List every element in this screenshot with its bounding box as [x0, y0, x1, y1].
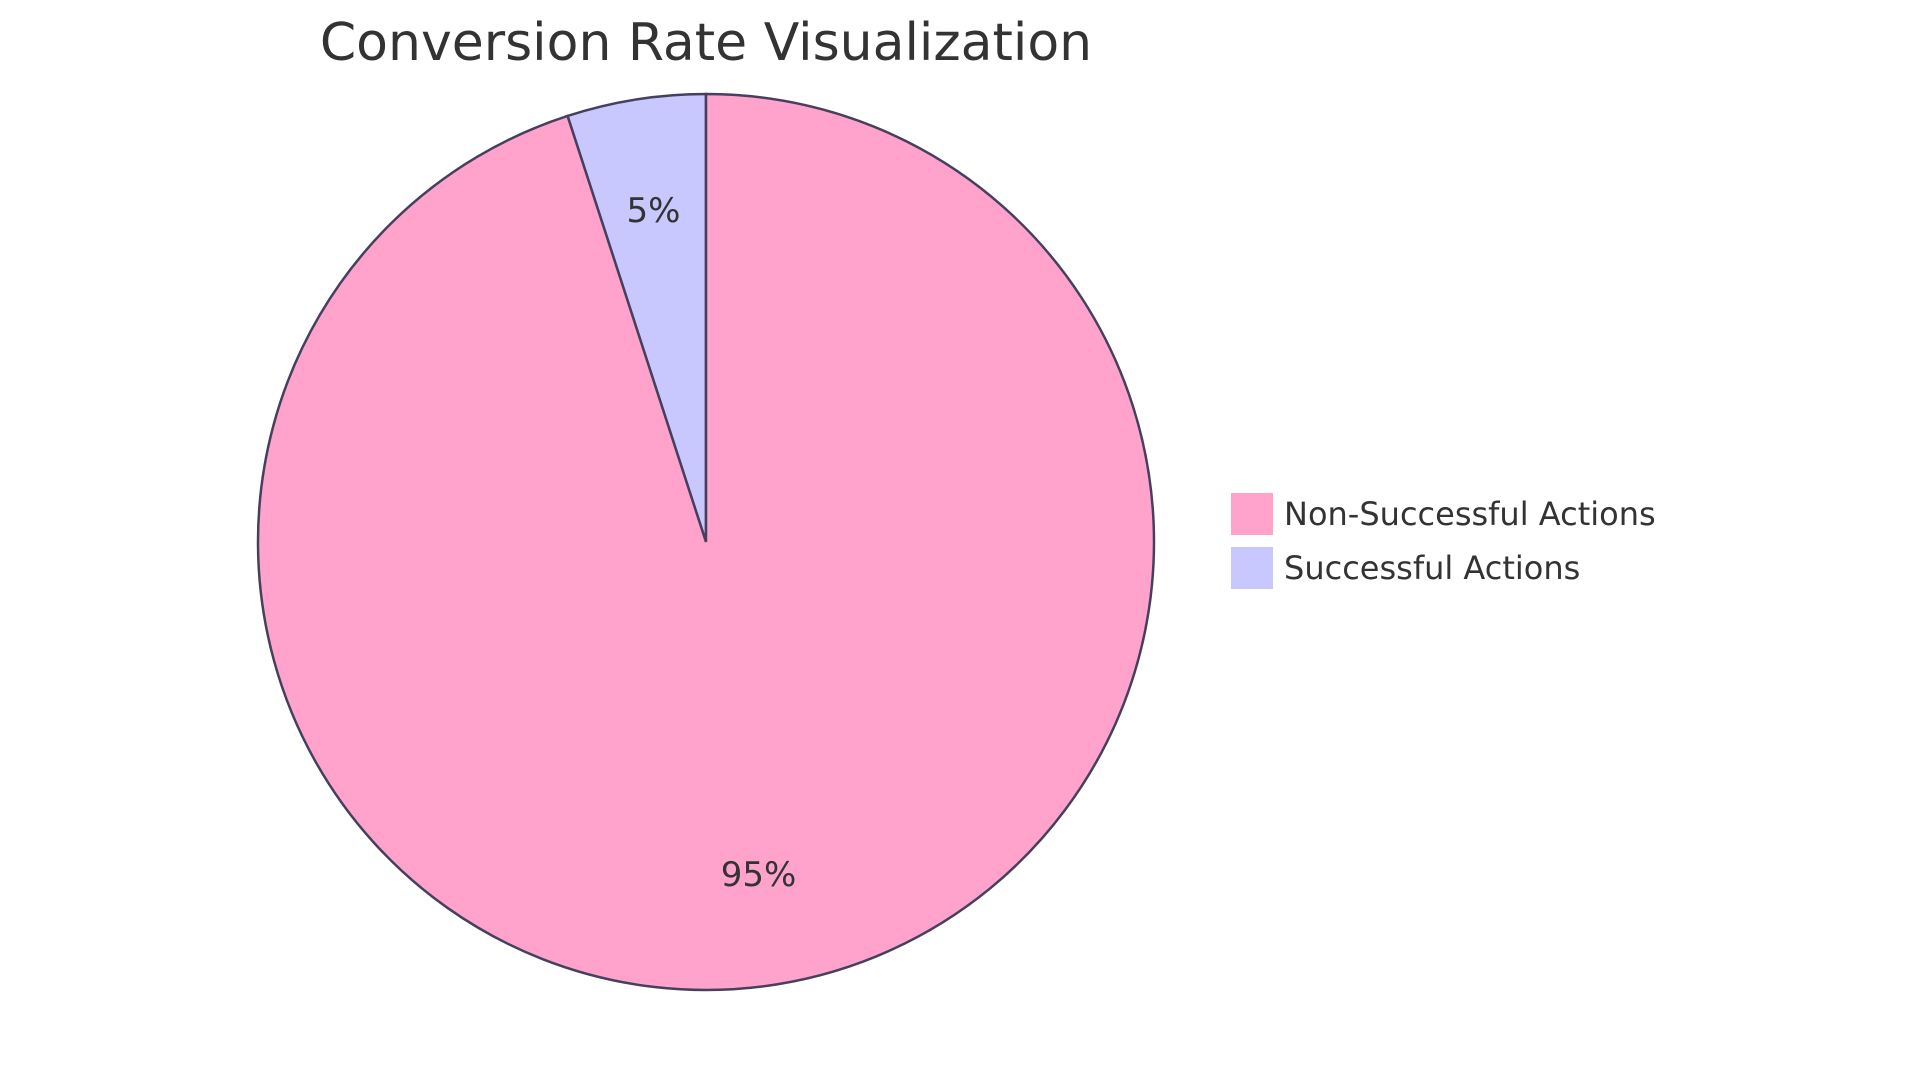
chart-title: Conversion Rate Visualization: [320, 13, 1092, 73]
legend: Non-Successful Actions Successful Actions: [1229, 491, 1656, 591]
legend-swatch: [1229, 545, 1275, 591]
legend-swatch: [1229, 491, 1275, 537]
legend-label: Successful Actions: [1284, 549, 1580, 587]
pie-slice-label: 5%: [626, 191, 680, 231]
pie-slice-label: 95%: [721, 855, 797, 895]
legend-label: Non-Successful Actions: [1284, 495, 1656, 533]
pie-slice-labels: 5% 95%: [626, 191, 796, 895]
pie-slices: [256, 92, 1156, 992]
pie-slice-non-successful-actions: [256, 92, 1156, 992]
